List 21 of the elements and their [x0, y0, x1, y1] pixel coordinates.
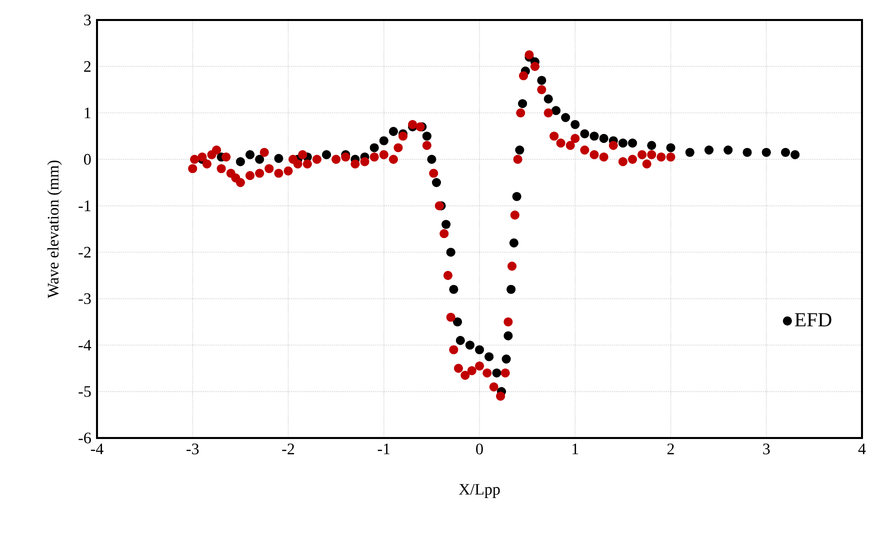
x-tick-label: -1 — [378, 444, 390, 454]
y-tick-label: 2 — [84, 61, 91, 72]
y-tick-label: 1 — [84, 108, 90, 118]
x-tick-label: 2 — [667, 444, 674, 454]
y-tick-label: -5 — [78, 386, 91, 397]
x-tick-label: -2 — [282, 444, 294, 454]
y-tick-label: 3 — [84, 14, 91, 26]
y-tick-label: -6 — [78, 432, 91, 444]
x-axis-title: X/Lpp — [458, 484, 500, 498]
y-axis-title: Wave elevation (mm) — [47, 160, 62, 298]
y-tick-label: -3 — [78, 293, 91, 304]
x-tick-label: 3 — [763, 444, 770, 454]
legend-label: EFD — [794, 313, 832, 326]
x-tick-label: 4 — [858, 444, 866, 454]
y-tick-label: 0 — [84, 154, 91, 165]
y-tick-label: -2 — [78, 246, 91, 258]
x-tick-label: -3 — [186, 444, 199, 454]
x-tick-label: 0 — [476, 444, 483, 454]
y-tick-label: -1 — [78, 200, 90, 212]
y-tick-label: -4 — [78, 340, 92, 350]
x-tick-label: 1 — [572, 444, 578, 454]
